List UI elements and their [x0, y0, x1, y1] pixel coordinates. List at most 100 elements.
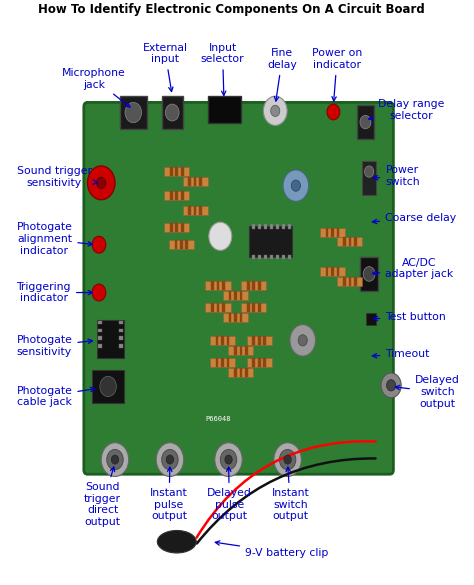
Bar: [170, 167, 173, 176]
Bar: [210, 336, 235, 345]
Bar: [210, 359, 235, 367]
Bar: [337, 238, 363, 246]
Bar: [228, 346, 254, 355]
Text: Instant
pulse
output: Instant pulse output: [150, 467, 188, 521]
Bar: [217, 303, 219, 312]
Bar: [276, 225, 279, 229]
Bar: [211, 281, 214, 290]
Circle shape: [92, 236, 106, 253]
Text: Power on
indicator: Power on indicator: [312, 49, 362, 101]
Bar: [98, 321, 102, 324]
Circle shape: [274, 443, 301, 476]
Bar: [98, 345, 102, 347]
Bar: [241, 281, 266, 290]
Circle shape: [365, 166, 374, 177]
Bar: [282, 255, 285, 259]
Bar: [247, 303, 250, 312]
Bar: [209, 96, 241, 123]
Bar: [343, 277, 346, 286]
Bar: [366, 313, 376, 325]
Circle shape: [298, 335, 307, 346]
Bar: [119, 321, 123, 324]
Bar: [228, 291, 231, 300]
Bar: [182, 207, 208, 215]
Circle shape: [107, 449, 123, 470]
Bar: [92, 370, 124, 403]
Circle shape: [162, 449, 178, 470]
Circle shape: [292, 180, 301, 191]
Bar: [264, 255, 267, 259]
Bar: [120, 96, 146, 129]
Bar: [258, 255, 261, 259]
Bar: [270, 255, 273, 259]
Bar: [170, 223, 173, 232]
Bar: [227, 336, 229, 345]
Text: Photogate
sensitivity: Photogate sensitivity: [17, 335, 92, 357]
Text: Coarse delay: Coarse delay: [373, 213, 456, 223]
Circle shape: [363, 267, 375, 281]
Text: AC/DC
adapter jack: AC/DC adapter jack: [373, 257, 454, 279]
Bar: [239, 314, 242, 322]
Bar: [252, 336, 255, 345]
Text: Test button: Test button: [374, 312, 446, 322]
Bar: [348, 277, 351, 286]
Text: Delay range
selector: Delay range selector: [369, 99, 445, 121]
Circle shape: [111, 455, 118, 464]
Bar: [181, 223, 183, 232]
Bar: [119, 329, 123, 332]
Circle shape: [283, 170, 309, 201]
Circle shape: [264, 96, 287, 125]
Bar: [169, 240, 194, 249]
Bar: [241, 303, 266, 312]
Circle shape: [101, 443, 129, 476]
Bar: [164, 167, 190, 176]
Bar: [97, 320, 124, 359]
Bar: [258, 281, 261, 290]
Bar: [252, 255, 255, 259]
Bar: [282, 225, 285, 229]
Bar: [258, 225, 261, 229]
Bar: [98, 336, 102, 340]
Bar: [348, 238, 351, 246]
Circle shape: [220, 449, 237, 470]
Bar: [252, 225, 255, 229]
Bar: [228, 369, 254, 377]
Bar: [234, 291, 237, 300]
Bar: [258, 303, 261, 312]
Bar: [205, 303, 230, 312]
Bar: [185, 240, 188, 249]
Circle shape: [290, 325, 316, 356]
Text: Delayed
pulse
output: Delayed pulse output: [207, 467, 252, 521]
Bar: [258, 359, 261, 367]
Text: Fine
delay: Fine delay: [267, 49, 297, 101]
Bar: [239, 369, 242, 377]
Bar: [320, 267, 345, 276]
Bar: [331, 228, 334, 237]
Bar: [119, 345, 123, 347]
Text: P66048: P66048: [205, 416, 231, 422]
Bar: [98, 329, 102, 332]
Bar: [246, 359, 272, 367]
Bar: [162, 96, 182, 129]
Bar: [188, 177, 191, 186]
Bar: [337, 228, 339, 237]
Circle shape: [165, 104, 179, 121]
Bar: [227, 359, 229, 367]
Bar: [194, 207, 197, 215]
Bar: [221, 359, 224, 367]
Bar: [182, 177, 208, 186]
Bar: [343, 238, 346, 246]
Circle shape: [97, 177, 106, 188]
Circle shape: [92, 284, 106, 301]
Circle shape: [209, 222, 232, 250]
Circle shape: [327, 104, 340, 120]
Ellipse shape: [157, 531, 196, 553]
Bar: [239, 346, 242, 355]
Bar: [221, 336, 224, 345]
Bar: [362, 161, 376, 195]
Bar: [357, 105, 374, 139]
Bar: [245, 346, 248, 355]
Bar: [246, 336, 272, 345]
Text: Power
switch: Power switch: [374, 166, 420, 187]
Bar: [222, 303, 225, 312]
